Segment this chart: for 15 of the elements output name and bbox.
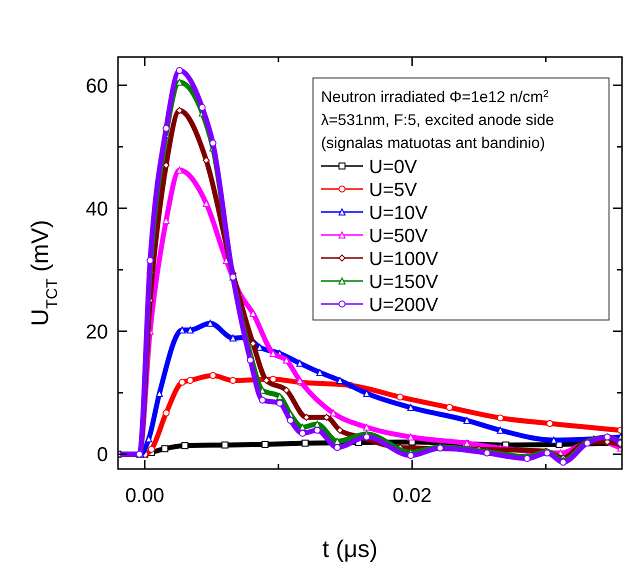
legend-label: U=200V	[369, 295, 439, 316]
x-tick-label: 0.02	[392, 485, 432, 507]
y-tick-label: 60	[86, 75, 108, 98]
y-tick-label: 20	[86, 321, 108, 344]
x-tick-label: 0.00	[125, 485, 164, 507]
y-tick-label: 40	[86, 198, 108, 220]
legend-label: U=150V	[369, 272, 439, 293]
legend-label: U=5V	[369, 180, 418, 201]
legend-label: U=10V	[369, 203, 428, 224]
legend-label: U=0V	[369, 157, 418, 178]
legend-label: U=100V	[369, 249, 439, 270]
x-axis-title: t (μs)	[322, 536, 378, 563]
text: Neutron irradiated Φ=1e12 n/cm$^{2}$ λ=531nm, F:5, excited anode side (signalas matuotas ant bandinio)	[321, 88, 554, 152]
y-tick-label: 0	[96, 444, 108, 466]
legend-label: U=50V	[369, 226, 428, 247]
